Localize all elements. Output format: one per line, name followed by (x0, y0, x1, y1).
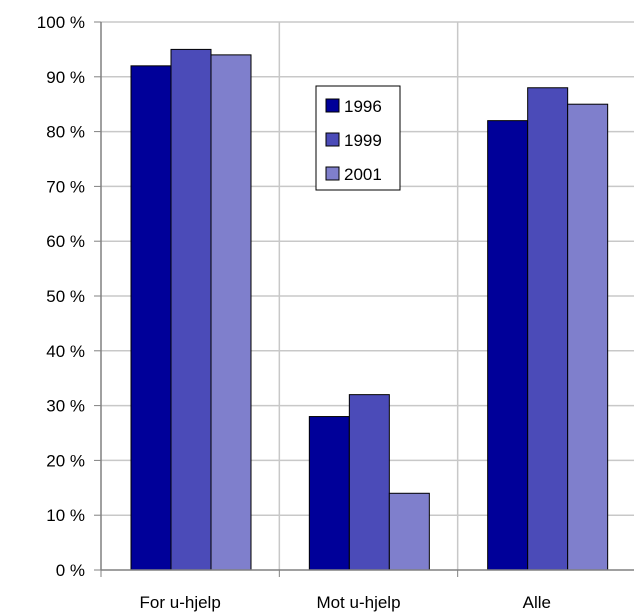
legend-label-2001: 2001 (344, 165, 382, 184)
bar-2001-2 (567, 103, 609, 571)
bar-1999-1 (348, 394, 390, 571)
bar-2001-1 (388, 492, 430, 571)
legend-label-1999: 1999 (344, 131, 382, 150)
axes (94, 21, 634, 577)
y-tick-label: 40 % (46, 342, 85, 361)
bar-2001-0 (210, 54, 252, 571)
legend-swatch-1996 (325, 98, 340, 113)
bar-1996-0 (130, 65, 172, 571)
y-tick-label: 80 % (46, 123, 85, 142)
y-tick-label: 60 % (46, 232, 85, 251)
y-tick-label: 70 % (46, 177, 85, 196)
y-tick-label: 10 % (46, 506, 85, 525)
x-tick-label: For u-hjelp (140, 593, 221, 612)
bar-1996-2 (487, 120, 529, 571)
y-tick-labels: 0 % 10 % 20 % 30 % 40 % 50 % 60 % 70 % 80 % 90 % 1… (37, 13, 85, 580)
y-tick-label: 50 % (46, 287, 85, 306)
bar-1999-0 (170, 48, 212, 571)
legend-swatch-1999 (325, 132, 340, 147)
x-tick-label: Mot u-hjelp (316, 593, 400, 612)
x-tick-label: Alle (523, 593, 551, 612)
y-tick-label: 20 % (46, 451, 85, 470)
y-tick-label: 0 % (56, 561, 85, 580)
y-tick-label: 90 % (46, 68, 85, 87)
y-tick-label: 100 % (37, 13, 85, 32)
legend-label-1996: 1996 (344, 97, 382, 116)
y-tick-label: 30 % (46, 397, 85, 416)
bar-1999-2 (527, 87, 569, 571)
bar-1996-1 (308, 416, 350, 571)
bars (130, 48, 609, 571)
legend-swatch-2001 (325, 166, 340, 181)
x-tick-labels: For u-hjelp Mot u-hjelp Alle (140, 593, 551, 612)
legend: 1996 1999 2001 (315, 85, 401, 191)
